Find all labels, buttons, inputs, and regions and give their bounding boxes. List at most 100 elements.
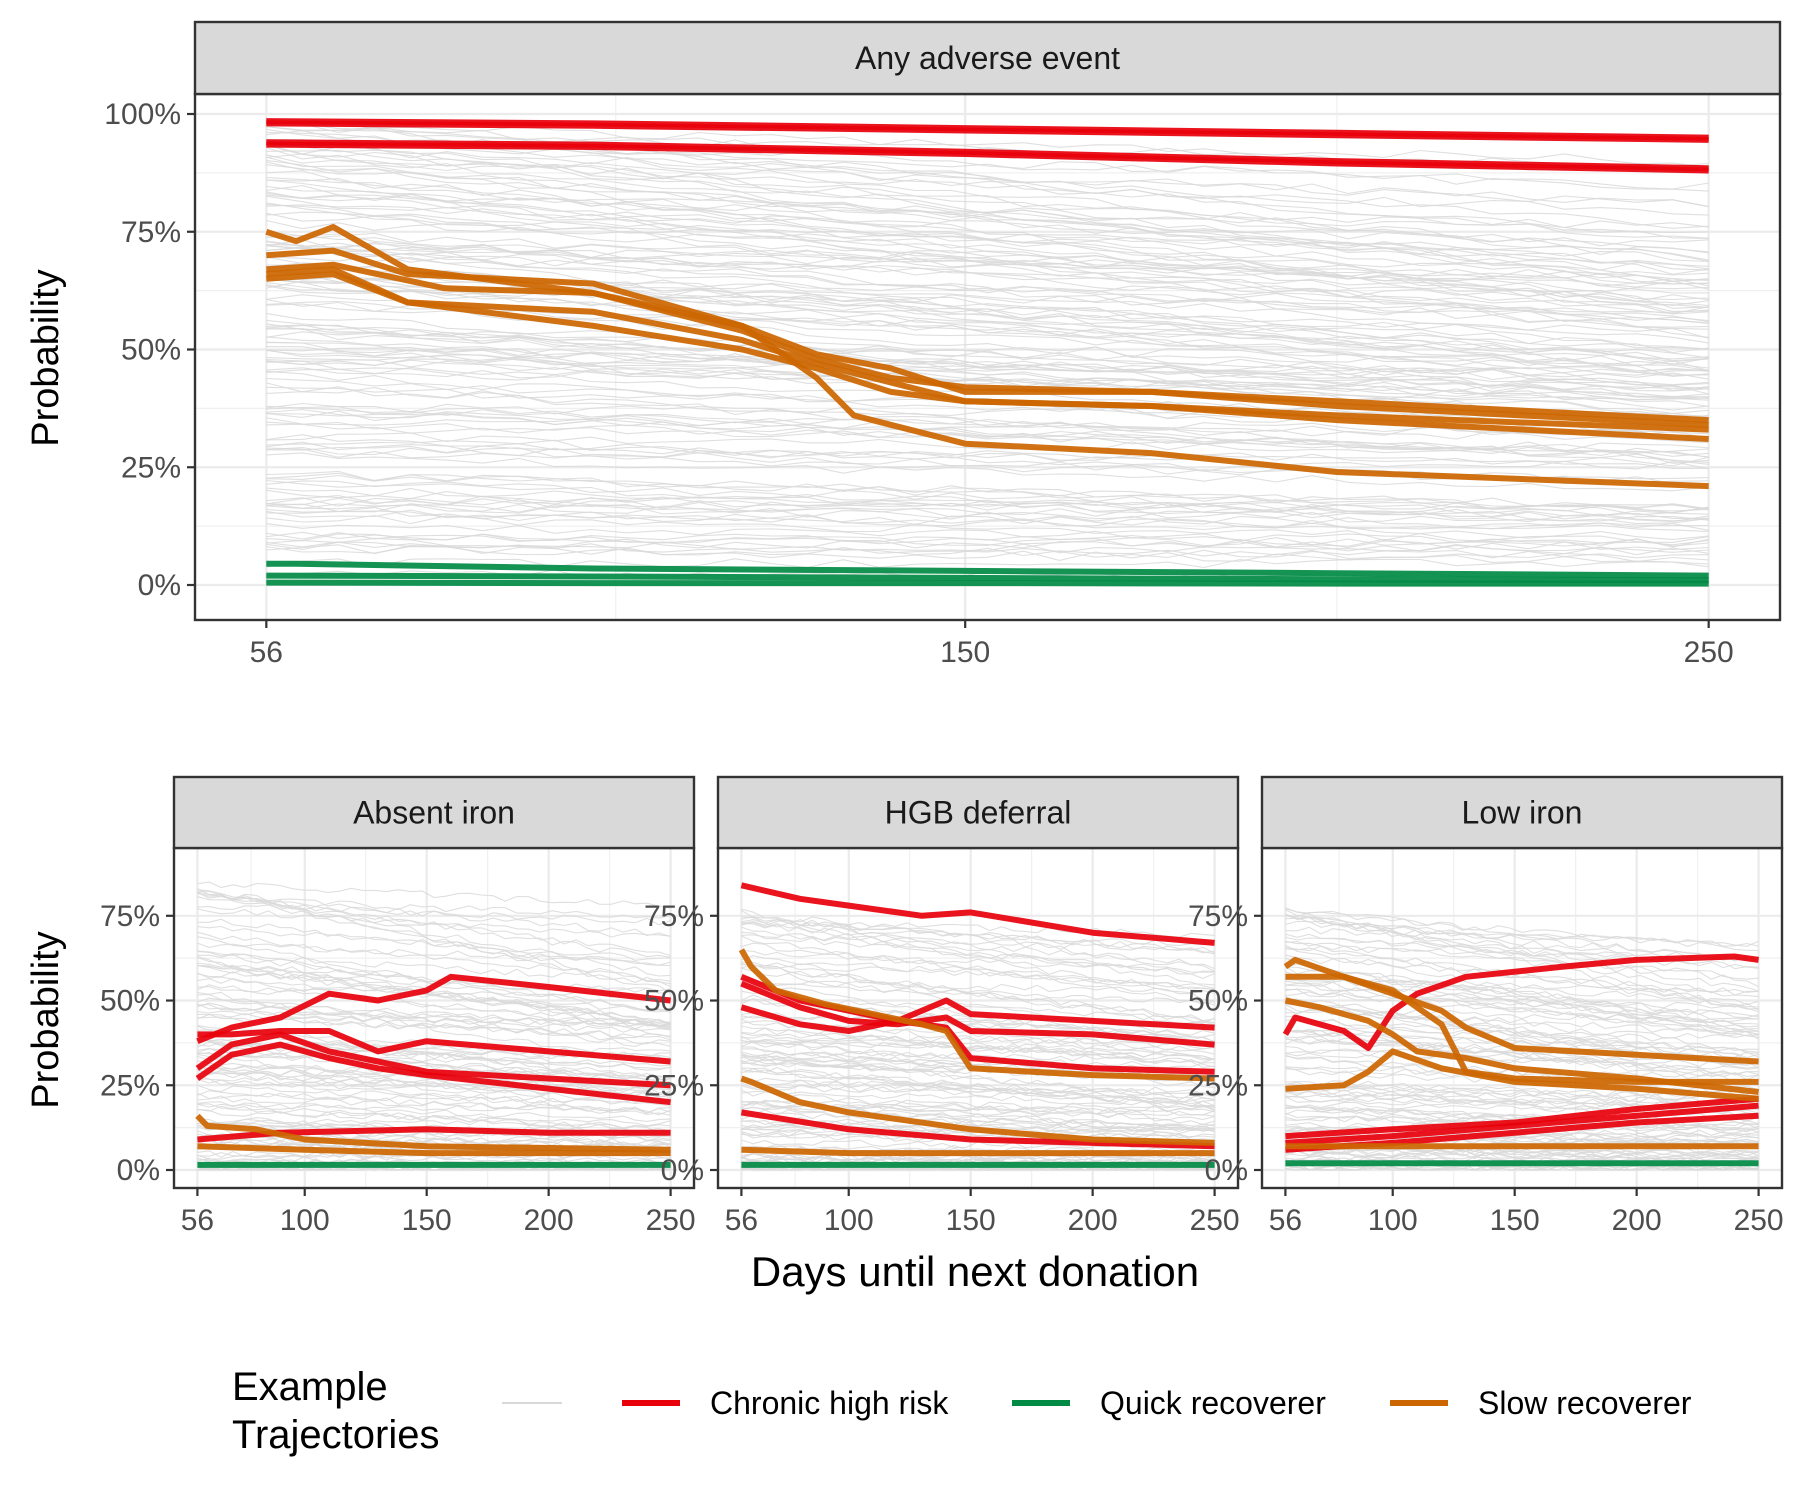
series-line-slow-recoverer	[197, 1143, 671, 1157]
chart-panels: Any adverse event 0% 25% 50% 75% 100% 56 150 250…	[100, 20, 1784, 1237]
background-trajectory	[1285, 1151, 1759, 1162]
background-trajectory	[266, 141, 1709, 190]
panel-any-adverse-event: Any adverse event 0% 25% 50% 75% 100% 56 150 250	[104, 20, 1782, 669]
background-trajectory	[1285, 1066, 1759, 1078]
background-trajectory	[266, 191, 1709, 229]
background-trajectory	[266, 502, 1709, 525]
background-trajectory	[1285, 916, 1759, 963]
background-trajectory	[741, 910, 1215, 989]
series-line-chronic-high-risk	[740, 980, 1215, 1048]
legend-label-chronic-high-risk: Chronic high risk	[710, 1385, 949, 1421]
legend-label-quick-recoverer: Quick recoverer	[1100, 1385, 1326, 1421]
background-trajectory	[266, 331, 1709, 377]
x-tick-label: 250	[1734, 1204, 1784, 1237]
y-tick-label: 50%	[1188, 985, 1248, 1018]
background-trajectory	[197, 950, 671, 1013]
panel-strip	[172, 775, 696, 850]
y-tick-label: 25%	[100, 1069, 160, 1102]
background-trajectory	[1285, 988, 1759, 1010]
background-trajectory	[266, 298, 1709, 372]
background-trajectory	[266, 544, 1709, 565]
background-trajectory	[741, 978, 1215, 995]
background-trajectory	[266, 123, 1709, 239]
legend-title: Example Trajectories	[232, 1365, 439, 1457]
y-tick-label: 25%	[644, 1069, 704, 1102]
background-trajectory	[197, 881, 671, 909]
y-tick-label: 50%	[100, 985, 160, 1018]
background-trajectory	[741, 935, 1215, 1005]
background-trajectory	[197, 991, 671, 1047]
background-trajectory	[1285, 1028, 1759, 1054]
series-line-slow-recoverer	[1283, 956, 1759, 1065]
background-trajectory	[741, 963, 1215, 1026]
background-trajectory	[266, 244, 1709, 282]
background-trajectory	[266, 346, 1709, 386]
background-trajectory	[266, 204, 1709, 247]
background-trajectory	[266, 359, 1709, 401]
series-line-chronic-high-risk	[1285, 1102, 1759, 1146]
x-tick-label: 100	[1368, 1204, 1418, 1237]
background-trajectory	[741, 1069, 1215, 1109]
background-trajectory	[741, 921, 1215, 972]
background-trajectory	[197, 918, 671, 967]
legend-label-slow-recoverer: Slow recoverer	[1478, 1385, 1692, 1421]
background-trajectory	[266, 128, 1709, 261]
background-trajectory	[1285, 915, 1759, 992]
background-trajectory	[197, 972, 671, 1031]
background-trajectory	[266, 349, 1709, 401]
background-trajectory	[741, 1105, 1215, 1128]
background-trajectory	[1285, 944, 1759, 1035]
x-tick-label: 150	[402, 1204, 452, 1237]
background-trajectory	[197, 942, 671, 966]
series-line-chronic-high-risk	[1285, 1095, 1759, 1140]
background-trajectory	[266, 161, 1709, 275]
series-line-slow-recoverer	[740, 1075, 1215, 1146]
background-trajectory	[197, 1090, 671, 1116]
background-trajectory	[266, 432, 1709, 458]
background-trajectory	[266, 440, 1709, 469]
background-trajectory	[741, 1066, 1215, 1107]
y-tick-label: 0%	[117, 1154, 160, 1187]
background-trajectory	[1285, 991, 1759, 1019]
panel-absent-iron: Absent iron 0% 25% 50% 75% 56 100 150 200 250	[100, 775, 696, 1237]
series-line-slow-recoverer	[1284, 997, 1759, 1095]
background-trajectory	[266, 479, 1709, 522]
background-trajectory	[266, 202, 1709, 307]
background-trajectory	[197, 1084, 671, 1107]
x-tick-label: 150	[946, 1204, 996, 1237]
series-line-quick-recoverer	[266, 572, 1709, 584]
background-trajectory	[1285, 982, 1759, 1039]
background-trajectory	[266, 194, 1709, 315]
background-trajectory	[266, 402, 1709, 444]
background-trajectory	[266, 323, 1709, 411]
background-trajectory	[1285, 1149, 1759, 1160]
background-trajectory	[741, 1012, 1215, 1038]
background-trajectory	[197, 888, 671, 994]
series-line-slow-recoverer	[266, 247, 1709, 428]
background-trajectory	[197, 956, 671, 1025]
background-trajectory	[197, 1053, 671, 1078]
background-trajectory	[1285, 998, 1759, 1053]
background-trajectory	[741, 931, 1215, 975]
background-trajectory	[197, 1004, 671, 1045]
series-line-chronic-high-risk	[195, 1041, 671, 1106]
background-trajectory	[266, 147, 1709, 283]
y-tick-label: 50%	[121, 334, 181, 367]
background-trajectory	[1285, 1030, 1759, 1058]
x-tick-label: 56	[250, 636, 283, 669]
background-trajectory	[266, 336, 1709, 418]
y-axis-title-top: Probability	[25, 269, 67, 446]
background-trajectory	[1285, 1052, 1759, 1067]
x-axis-title: Days until next donation	[751, 1248, 1199, 1295]
background-trajectory	[266, 474, 1709, 512]
background-trajectory	[197, 1002, 671, 1037]
background-trajectory	[741, 1130, 1215, 1141]
background-trajectory	[1285, 920, 1759, 947]
background-trajectory	[741, 1040, 1215, 1051]
background-trajectory	[197, 1095, 671, 1114]
y-tick-label: 100%	[104, 98, 181, 131]
x-tick-label: 200	[1612, 1204, 1662, 1237]
y-tick-label: 0%	[1205, 1154, 1248, 1187]
x-tick-label: 200	[1068, 1204, 1118, 1237]
background-trajectory	[741, 961, 1215, 987]
